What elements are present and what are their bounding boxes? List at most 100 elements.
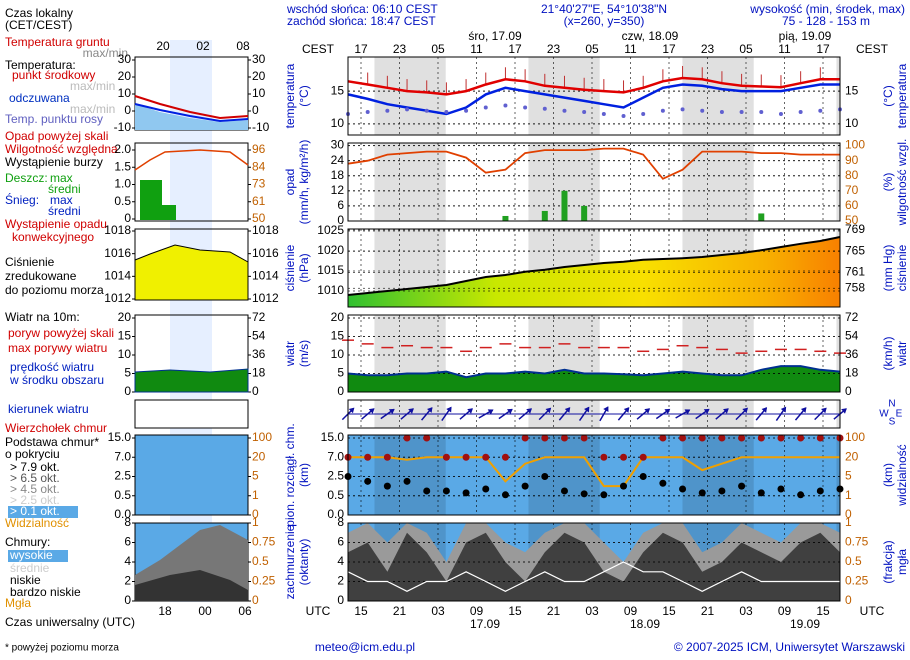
- cloud-top: [383, 453, 391, 461]
- arrow-head: [564, 407, 571, 413]
- cloud-top: [797, 434, 805, 442]
- copyright: © 2007-2025 ICM, Uniwersytet Warszawski: [674, 640, 905, 654]
- panel-title: wiatr: [283, 341, 297, 367]
- panel-title: ciśnienie: [283, 244, 297, 291]
- mini-wind: [134, 368, 249, 393]
- y-tick-label: 6: [337, 535, 344, 549]
- panel-bg: [348, 435, 840, 515]
- legend-label: (CET/CEST): [5, 18, 72, 32]
- dew-point: [503, 103, 508, 108]
- utc-tick: 03: [585, 604, 599, 618]
- mini-rain: [162, 205, 176, 220]
- dew-point: [818, 108, 823, 113]
- y-tick-label: 0.5: [327, 488, 344, 502]
- legend-label: > 2.5 okt.: [10, 493, 60, 507]
- y-tick-label: 24: [331, 153, 345, 167]
- wind-arrow: [558, 407, 571, 421]
- legend-label: Opad powyżej skali: [5, 129, 108, 143]
- legend-label: w środku obszaru: [9, 373, 104, 387]
- mini-tick-label: 2.5: [114, 469, 131, 483]
- dew-point: [680, 107, 685, 112]
- grid-point: (x=260, y=350): [564, 14, 645, 28]
- dew-point: [483, 105, 488, 110]
- wind-arrow: [538, 407, 552, 421]
- email: meteo@icm.edu.pl: [315, 640, 415, 654]
- night-band: [528, 435, 600, 515]
- panel-title: ciśnienie: [895, 244, 909, 291]
- mini-tick-label: 36: [252, 347, 266, 361]
- legend-label: konwekcyjnego: [12, 230, 94, 244]
- footnote: * powyżej poziomu morza: [5, 643, 119, 654]
- local-tick: 23: [393, 42, 407, 56]
- legend-label: Temperatura gruntu: [5, 35, 110, 49]
- cloud-base: [541, 473, 549, 480]
- night-band: [682, 57, 754, 135]
- mini-tick-label: 54: [252, 329, 266, 343]
- cloud-top: [364, 453, 372, 461]
- humidity-line: [347, 147, 840, 180]
- legend-label: Śnieg:: [5, 192, 39, 207]
- legend-label: średni: [48, 204, 81, 218]
- local-tick: 11: [624, 42, 637, 56]
- mini-tick-label: 1012: [104, 291, 131, 305]
- local-date: śro, 17.09: [468, 29, 522, 43]
- legend-label: Czas uniwersalny (UTC): [5, 615, 135, 629]
- utc-tick: 03: [739, 604, 753, 618]
- dew-point: [464, 108, 469, 113]
- panel-unit: (mm Hg): [881, 245, 895, 292]
- y2-tick-label: 1: [845, 515, 852, 529]
- y-tick-label: 7.0: [327, 449, 344, 463]
- y-tick-label: 5: [337, 366, 344, 380]
- pressure-area: [348, 237, 840, 307]
- legend-label: o pokryciu: [5, 447, 60, 461]
- dew-point: [660, 108, 665, 113]
- y2-tick-label: 100: [845, 138, 865, 152]
- dew-point: [582, 110, 587, 115]
- utc-tick: 21: [547, 604, 561, 618]
- utc-tick: 21: [393, 604, 407, 618]
- wind-arrow: [814, 407, 827, 421]
- legend-label: Chmury:: [5, 535, 50, 549]
- local-tick: 17: [354, 42, 368, 56]
- cloud-base: [738, 482, 746, 490]
- mini-tick-label: 0.5: [252, 554, 269, 568]
- y2-tick-label: 758: [845, 281, 865, 295]
- night-band: [836, 143, 840, 221]
- mini-cloud-low: [135, 570, 248, 601]
- elevation-title: wysokość (min, środek, max): [749, 2, 905, 16]
- legend-label: Wiatr na 10m:: [5, 310, 80, 324]
- arrow-head: [761, 407, 768, 413]
- y2-tick-label: 70: [845, 183, 859, 197]
- mini-tick-label: 10: [252, 86, 266, 100]
- wind-arrow: [498, 408, 513, 420]
- mini-temp-line: [134, 95, 249, 120]
- cloud-top: [580, 434, 588, 442]
- legend-label: Wierzchołek chmur: [5, 421, 107, 435]
- dew-point: [798, 110, 803, 115]
- y2-tick-label: 54: [845, 329, 859, 343]
- wind-arrow: [599, 406, 609, 422]
- legend-label: Temp. punktu rosy: [5, 112, 103, 126]
- arrow-head: [467, 408, 473, 414]
- utc-tick: 15: [662, 604, 676, 618]
- cloud-base: [521, 482, 529, 490]
- local-date: czw, 18.09: [622, 29, 679, 43]
- y2-tick-label: 80: [845, 168, 859, 182]
- utc-tick: 15: [354, 604, 368, 618]
- y-tick-label: 15.0: [321, 430, 345, 444]
- utc-tick: 09: [778, 604, 792, 618]
- y2-tick-label: 50: [845, 213, 859, 227]
- mini-tick-label: 8: [124, 515, 131, 529]
- dew-point: [700, 108, 705, 113]
- y2-tick-label: 1: [845, 488, 852, 502]
- elevation: 75 - 128 - 153 m: [782, 14, 870, 28]
- cloud-top: [442, 453, 450, 461]
- wind-line: [347, 365, 841, 379]
- panel-title: temperatura: [283, 63, 297, 128]
- cloud-base: [580, 490, 588, 498]
- mini-tick-label: 30: [252, 52, 266, 66]
- mini-tick-label: 20: [252, 449, 266, 463]
- mini-tick-label: 1016: [104, 246, 131, 260]
- cloud-base: [403, 477, 411, 485]
- visibility-line: [348, 456, 840, 488]
